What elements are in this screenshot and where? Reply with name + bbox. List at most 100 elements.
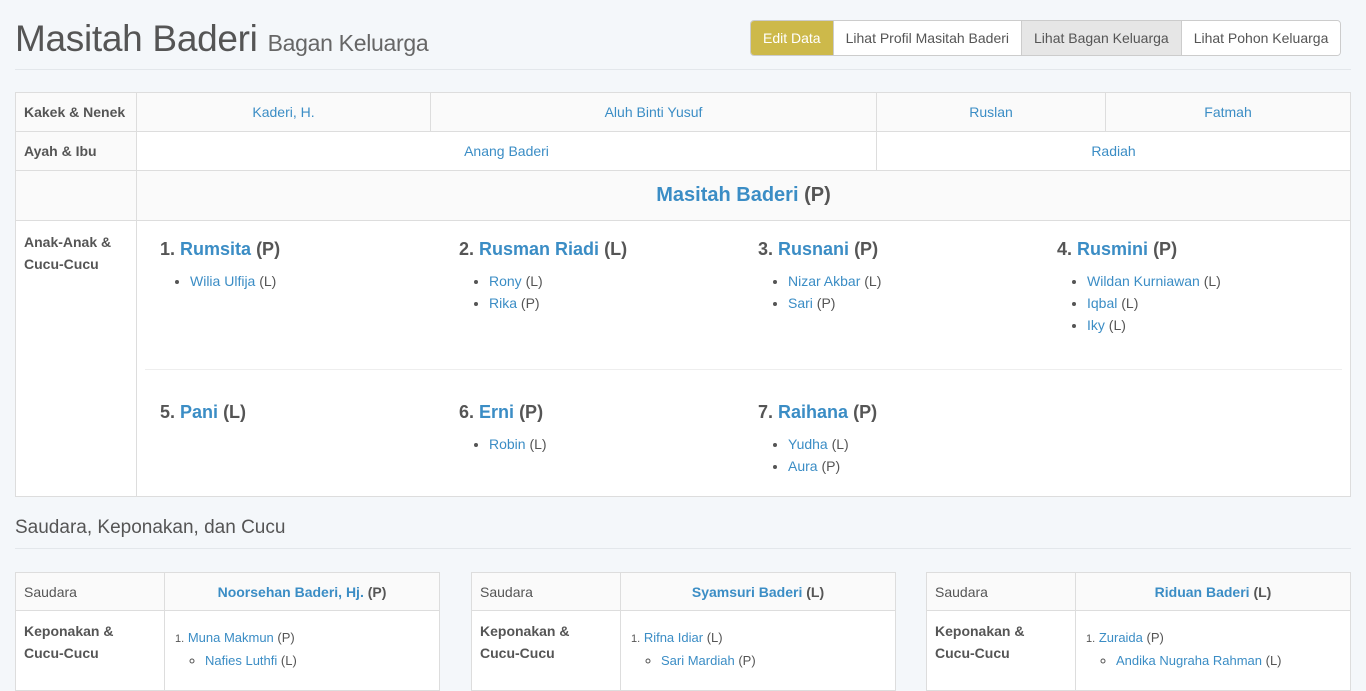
grandchildren-list: Rony (L)Rika (P) [489, 270, 749, 314]
grandparent-link[interactable]: Kaderi, H. [252, 104, 315, 120]
sibling-label: Saudara [471, 572, 621, 611]
nephew-gender: (P) [277, 630, 295, 645]
nephew-label: Keponakan & Cucu-Cucu [471, 610, 621, 691]
child-number: 7. [758, 402, 774, 422]
child-entry: 3. Rusnani (P)Nizar Akbar (L)Sari (P) [758, 239, 1048, 314]
grandchild-item: Wilia Ulfija (L) [190, 270, 450, 292]
child-gender: (P) [854, 239, 879, 259]
grandchild-gender: (L) [831, 436, 849, 452]
grandchild-link[interactable]: Wilia Ulfija [190, 273, 256, 289]
view-family-tree-button[interactable]: Lihat Pohon Keluarga [1180, 21, 1341, 55]
grandchild-link[interactable]: Aura [788, 458, 818, 474]
mother-link[interactable]: Radiah [1091, 143, 1136, 159]
grandchild-gender: (L) [864, 273, 882, 289]
child-gender: (P) [1153, 239, 1178, 259]
child-link[interactable]: Rusman Riadi [479, 239, 600, 259]
grandchild-gender: (L) [529, 436, 547, 452]
child-gender: (P) [519, 402, 544, 422]
child-number: 5. [160, 402, 176, 422]
grandnephew-link[interactable]: Nafies Luthfi [205, 653, 278, 668]
nephew-link[interactable]: Muna Makmun [187, 630, 274, 645]
child-gender: (P) [256, 239, 281, 259]
grandchild-gender: (L) [1203, 273, 1221, 289]
grandparent-link[interactable]: Fatmah [1204, 104, 1252, 120]
grandchild-gender: (P) [816, 295, 836, 311]
grandchild-item: Nizar Akbar (L) [788, 270, 1048, 292]
grandnephew-item: Sari Mardiah (P) [661, 650, 895, 672]
edit-data-button[interactable]: Edit Data [751, 21, 833, 55]
child-heading: 4. Rusmini (P) [1057, 239, 1347, 260]
nephew-label: Keponakan & Cucu-Cucu [926, 610, 1076, 691]
self-cell: Masitah Baderi (P) [136, 170, 1351, 221]
action-button-group: Edit Data Lihat Profil Masitah Baderi Li… [750, 20, 1342, 56]
grandchild-link[interactable]: Yudha [788, 436, 828, 452]
nephew-number: 1. [1086, 633, 1096, 645]
divider [15, 548, 1351, 549]
grandchild-item: Iky (L) [1087, 314, 1347, 336]
divider [15, 69, 1351, 70]
view-family-chart-button[interactable]: Lihat Bagan Keluarga [1021, 21, 1181, 55]
grandchild-item: Aura (P) [788, 455, 1048, 477]
child-heading: 7. Raihana (P) [758, 402, 1048, 423]
child-number: 3. [758, 239, 774, 259]
nephew-link[interactable]: Zuraida [1098, 630, 1143, 645]
grandchild-gender: (L) [525, 273, 543, 289]
grandchild-link[interactable]: Rony [489, 273, 522, 289]
child-link[interactable]: Rusmini [1077, 239, 1149, 259]
father-link[interactable]: Anang Baderi [464, 143, 549, 159]
nephew-number: 1. [631, 633, 641, 645]
nephew-label: Keponakan & Cucu-Cucu [15, 610, 165, 691]
grandchild-gender: (L) [259, 273, 277, 289]
grandchild-link[interactable]: Iqbal [1087, 295, 1118, 311]
sibling-link[interactable]: Syamsuri Baderi [691, 583, 803, 600]
sibling-card: Saudara Syamsuri Baderi (L) Keponakan & C… [471, 572, 896, 691]
grandchild-gender: (P) [821, 458, 841, 474]
self-link[interactable]: Masitah Baderi [656, 184, 799, 206]
grandchild-gender: (P) [520, 295, 540, 311]
grandchild-link[interactable]: Rika [489, 295, 518, 311]
grandchildren-list: Robin (L) [489, 433, 749, 455]
sibling-gender: (L) [1253, 583, 1272, 600]
grandchild-gender: (L) [1121, 295, 1139, 311]
grandchild-link[interactable]: Nizar Akbar [788, 273, 861, 289]
grandchild-item: Robin (L) [489, 433, 749, 455]
page-subtitle: Bagan Keluarga [267, 30, 429, 56]
grandchild-link[interactable]: Robin [489, 436, 526, 452]
grandnephew-link[interactable]: Sari Mardiah [661, 653, 735, 668]
grandchild-item: Rony (L) [489, 270, 749, 292]
grandparent-link[interactable]: Aluh Binti Yusuf [604, 104, 703, 120]
grandnephew-gender: (P) [738, 653, 756, 668]
sibling-link[interactable]: Riduan Baderi [1154, 583, 1250, 600]
grandchild-link[interactable]: Iky [1087, 317, 1105, 333]
grandchildren-list: Nizar Akbar (L)Sari (P) [788, 270, 1048, 314]
child-link[interactable]: Raihana [778, 402, 849, 422]
child-link[interactable]: Rusnani [778, 239, 850, 259]
sibling-gender: (P) [367, 583, 387, 600]
grandnephew-gender: (L) [1265, 653, 1282, 668]
child-link[interactable]: Rumsita [180, 239, 252, 259]
child-link[interactable]: Pani [180, 402, 219, 422]
child-entry: 1. Rumsita (P)Wilia Ulfija (L) [160, 239, 450, 292]
grandchildren-list: Yudha (L) Aura (P) [788, 433, 1048, 477]
siblings-section-title: Saudara, Keponakan, dan Cucu [15, 517, 286, 538]
sibling-link[interactable]: Noorsehan Baderi, Hj. [217, 583, 364, 600]
grandnephew-item: Nafies Luthfi (L) [205, 650, 439, 672]
grandparent-link[interactable]: Ruslan [969, 104, 1013, 120]
grandnephew-item: Andika Nugraha Rahman (L) [1116, 650, 1350, 672]
person-name: Masitah Baderi [15, 18, 258, 59]
child-gender: (P) [853, 402, 878, 422]
nephew-gender: (P) [1146, 630, 1164, 645]
grandchild-item: Sari (P) [788, 292, 1048, 314]
grandchild-link[interactable]: Wildan Kurniawan [1087, 273, 1200, 289]
page-title: Masitah Baderi Bagan Keluarga [15, 18, 429, 60]
child-entry: 4. Rusmini (P)Wildan Kurniawan (L)Iqbal … [1057, 239, 1347, 336]
view-profile-button[interactable]: Lihat Profil Masitah Baderi [832, 21, 1022, 55]
grandchild-link[interactable]: Sari [788, 295, 813, 311]
grandnephew-link[interactable]: Andika Nugraha Rahman [1116, 653, 1262, 668]
nephew-link[interactable]: Rifna Idiar [643, 630, 704, 645]
grandnephew-gender: (L) [280, 653, 297, 668]
grandchild-item: Rika (P) [489, 292, 749, 314]
child-link[interactable]: Erni [479, 402, 515, 422]
child-gender: (L) [223, 402, 247, 422]
child-entry: 5. Pani (L) [160, 402, 450, 433]
